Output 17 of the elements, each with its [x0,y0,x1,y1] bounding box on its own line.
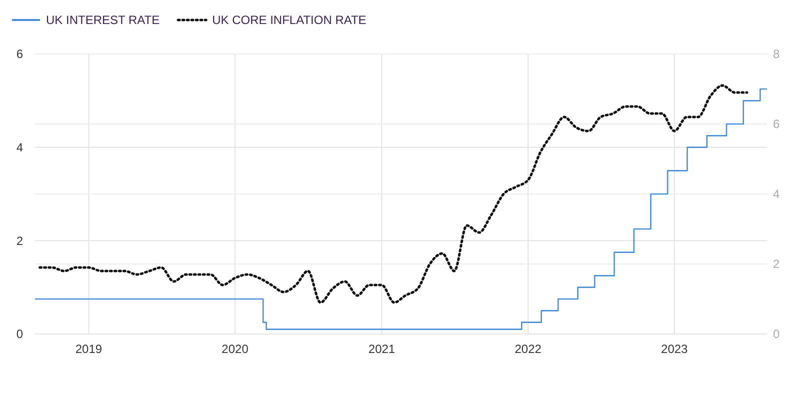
y2-tick-label: 6 [773,117,780,132]
legend-label: UK INTEREST RATE [46,13,160,28]
y2-tick-label: 8 [773,47,780,62]
x-tick-label: 2019 [75,342,102,356]
line-series [38,84,748,304]
y-tick-label: 6 [16,47,24,62]
y-tick-label: 4 [16,140,24,155]
y-tick-label: 2 [16,234,24,248]
x-tick-label: 2020 [222,342,249,356]
y2-tick-label: 0 [773,327,780,342]
y2-tick-label: 2 [773,257,780,272]
x-tick-label: 2023 [661,342,688,356]
x-tick-label: 2022 [514,342,542,356]
y-tick-label: 0 [16,327,24,342]
y2-tick-label: 4 [773,187,780,202]
x-tick-label: 2021 [368,342,396,356]
legend-label: UK CORE INFLATION RATE [212,13,366,28]
